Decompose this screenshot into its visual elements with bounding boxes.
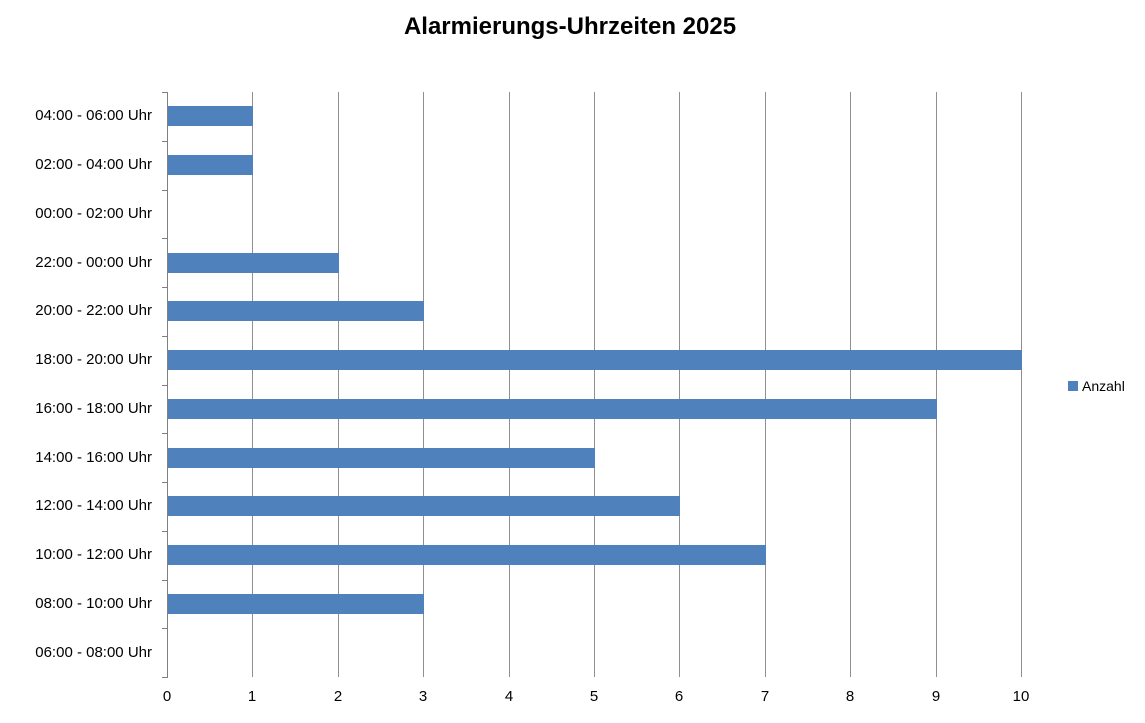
bar-10-00-12-00-	[168, 545, 766, 565]
category-axis-tick	[162, 92, 167, 93]
gridline-x-4	[509, 92, 510, 677]
category-axis-tick	[162, 385, 167, 386]
chart-title: Alarmierungs-Uhrzeiten 2025	[403, 13, 737, 40]
gridline-x-10	[1021, 92, 1022, 677]
value-tick-label-9: 9	[931, 688, 941, 705]
category-axis-tick	[162, 287, 167, 288]
bar-18-00-20-00-	[168, 350, 1022, 370]
category-label: 08:00 - 10:00 Uhr	[35, 595, 152, 612]
category-axis-tick	[162, 190, 167, 191]
bar-02-00-04-00-	[168, 155, 253, 175]
value-tick-label-5: 5	[589, 688, 599, 705]
category-label: 00:00 - 02:00 Uhr	[35, 205, 152, 222]
category-label: 22:00 - 00:00 Uhr	[35, 254, 152, 271]
value-tick-label-0: 0	[162, 688, 172, 705]
legend-label: Anzahl	[1082, 378, 1125, 394]
category-axis-tick	[162, 580, 167, 581]
value-tick-label-1: 1	[247, 688, 257, 705]
value-tick-label-2: 2	[333, 688, 343, 705]
category-axis-tick	[162, 141, 167, 142]
category-axis-tick	[162, 433, 167, 434]
value-tick-label-10: 10	[1012, 688, 1030, 705]
legend: Anzahl	[1068, 378, 1125, 394]
bar-14-00-16-00-	[168, 448, 595, 468]
bar-22-00-00-00-	[168, 253, 339, 273]
category-label: 14:00 - 16:00 Uhr	[35, 449, 152, 466]
bar-20-00-22-00-	[168, 301, 424, 321]
value-tick-label-6: 6	[674, 688, 684, 705]
category-label: 12:00 - 14:00 Uhr	[35, 497, 152, 514]
category-label: 02:00 - 04:00 Uhr	[35, 156, 152, 173]
legend-swatch-icon	[1068, 381, 1078, 391]
category-axis-tick	[162, 628, 167, 629]
bar-04-00-06-00-	[168, 106, 253, 126]
gridline-x-7	[765, 92, 766, 677]
bar-12-00-14-00-	[168, 496, 680, 516]
gridline-x-5	[594, 92, 595, 677]
bar-08-00-10-00-	[168, 594, 424, 614]
bar-16-00-18-00-	[168, 399, 937, 419]
gridline-x-9	[936, 92, 937, 677]
category-label: 10:00 - 12:00 Uhr	[35, 546, 152, 563]
category-label: 04:00 - 06:00 Uhr	[35, 107, 152, 124]
category-label: 18:00 - 20:00 Uhr	[35, 351, 152, 368]
gridline-x-3	[423, 92, 424, 677]
category-axis-line	[167, 92, 168, 678]
category-label: 06:00 - 08:00 Uhr	[35, 644, 152, 661]
category-axis-tick	[162, 336, 167, 337]
category-axis-tick	[162, 482, 167, 483]
category-axis-tick	[162, 677, 167, 678]
value-tick-label-8: 8	[845, 688, 855, 705]
value-tick-label-3: 3	[418, 688, 428, 705]
category-axis-tick	[162, 531, 167, 532]
value-tick-label-4: 4	[504, 688, 514, 705]
category-axis-tick	[162, 238, 167, 239]
gridline-x-2	[338, 92, 339, 677]
category-label: 20:00 - 22:00 Uhr	[35, 302, 152, 319]
value-tick-label-7: 7	[760, 688, 770, 705]
gridline-x-6	[679, 92, 680, 677]
gridline-x-1	[252, 92, 253, 677]
category-label: 16:00 - 18:00 Uhr	[35, 400, 152, 417]
plot-area	[167, 92, 1022, 677]
gridline-x-8	[850, 92, 851, 677]
